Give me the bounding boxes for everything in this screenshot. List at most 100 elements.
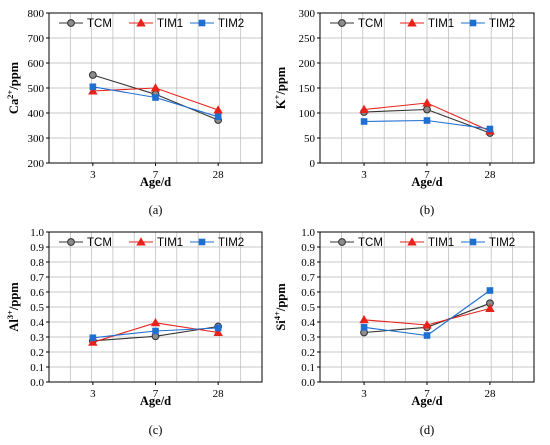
y-tick-label: 1.0 — [30, 227, 44, 239]
x-tick-label: 3 — [90, 388, 96, 400]
y-axis-label: K+/ppm — [272, 66, 288, 109]
data-point-tim2 — [214, 113, 222, 121]
legend-marker-tcm — [338, 19, 346, 27]
data-point-tim1 — [359, 314, 369, 324]
chart-panel-4: 0.0 0.1 0.2 0.3 0.4 0.5 0.6 0.7 0.8 0.9 1.0 3 7 28 TCM… — [272, 227, 535, 437]
y-tick-label: 0.9 — [301, 242, 315, 254]
y-tick-label: 0.7 — [30, 272, 44, 284]
x-axis-label: Age/d — [140, 394, 171, 408]
data-point-tim2 — [360, 118, 368, 125]
data-point-tim1 — [359, 104, 369, 113]
legend-marker-tcm — [67, 238, 75, 246]
y-axis-label: Si4+/ppm — [272, 283, 288, 331]
panel-caption: (a) — [149, 203, 163, 217]
data-point-tim1 — [422, 98, 432, 107]
y-tick-label: 0.5 — [301, 302, 315, 314]
legend-marker-tim1 — [407, 237, 417, 246]
legend-marker-tcm — [338, 238, 346, 246]
y-tick-label: 0.2 — [301, 347, 315, 359]
y-tick-label: 0.1 — [301, 362, 315, 374]
data-point-tim2 — [89, 83, 97, 91]
y-tick-label: 0.0 — [301, 377, 315, 389]
y-tick-label: 300 — [28, 133, 45, 145]
data-point-tim2 — [486, 125, 494, 133]
y-tick-label: 0.0 — [30, 377, 44, 389]
y-axis-label: Ca2+/ppm — [5, 61, 21, 114]
y-tick-label: 0 — [310, 158, 316, 170]
data-point-tim1 — [213, 327, 223, 336]
y-tick-label: 0.5 — [30, 302, 44, 314]
legend-label-tim1: TIM1 — [428, 18, 454, 30]
legend-label-tim2: TIM2 — [489, 18, 515, 30]
y-tick-label: 500 — [28, 83, 45, 95]
legend-label-tcm: TCM — [87, 18, 112, 30]
x-tick-label: 7 — [424, 388, 430, 400]
data-point-tim2 — [423, 117, 431, 124]
y-tick-label: 0.4 — [30, 317, 44, 329]
data-point-tim2 — [214, 324, 222, 332]
legend-marker-tim2 — [469, 19, 477, 27]
x-tick-label: 28 — [484, 169, 496, 181]
legend-marker-tim2 — [198, 238, 206, 246]
legend-marker-tim1 — [407, 18, 417, 27]
plot-frame — [319, 12, 535, 164]
legend-label-tim1: TIM1 — [157, 237, 183, 249]
x-tick-label: 7 — [424, 169, 430, 181]
x-tick-label: 3 — [361, 388, 367, 400]
y-tick-label: 250 — [299, 33, 316, 45]
panel-caption: (c) — [149, 423, 163, 437]
y-tick-label: 0.4 — [301, 317, 315, 329]
x-tick-label: 28 — [213, 388, 225, 400]
data-point-tim1 — [150, 317, 161, 327]
y-tick-label: 800 — [28, 8, 45, 20]
x-tick-label: 3 — [361, 169, 367, 181]
x-tick-label: 7 — [153, 169, 159, 181]
y-tick-label: 0.3 — [301, 332, 315, 344]
data-point-tim2 — [486, 287, 494, 294]
data-point-tim2 — [360, 323, 368, 331]
x-tick-label: 28 — [213, 169, 225, 181]
x-axis-label: Age/d — [411, 175, 442, 189]
legend-marker-tcm — [67, 19, 75, 27]
data-point-tim2 — [152, 94, 159, 101]
y-tick-label: 0.8 — [301, 257, 315, 269]
y-tick-label: 0.2 — [30, 347, 44, 359]
data-point-tcm — [423, 105, 431, 114]
chart-panel-3: 0.0 0.1 0.2 0.3 0.4 0.5 0.6 0.7 0.8 0.9 1.0 3 7 28 TCM… — [5, 227, 263, 437]
y-tick-label: 600 — [28, 58, 45, 70]
chart-panel-2: 0 50 100 150 200 250 300 3 7 28 TCM TIM1 TIM2 Age/d K+… — [272, 8, 535, 217]
data-point-tim2 — [423, 332, 431, 339]
y-tick-label: 150 — [299, 83, 316, 95]
data-point-tim2 — [152, 327, 159, 335]
chart-panel-1: 200 300 400 500 600 700 800 3 7 28 TCM TIM1 TIM2 Age/… — [5, 8, 263, 217]
data-point-tcm — [88, 71, 97, 79]
legend-label-tim1: TIM1 — [428, 237, 454, 249]
y-tick-label: 0.1 — [30, 362, 44, 374]
legend-label-tim2: TIM2 — [489, 237, 515, 249]
y-tick-label: 0.9 — [30, 242, 44, 254]
y-tick-label: 0.3 — [30, 332, 44, 344]
legend-marker-tim2 — [198, 19, 206, 27]
y-tick-label: 300 — [299, 8, 316, 20]
plot-frame — [319, 231, 535, 383]
y-tick-label: 200 — [28, 158, 45, 170]
y-tick-label: 0.6 — [301, 287, 315, 299]
y-tick-label: 1.0 — [301, 227, 315, 239]
x-axis-label: Age/d — [411, 394, 442, 408]
y-tick-label: 50 — [304, 133, 316, 145]
x-tick-label: 28 — [484, 388, 496, 400]
legend-label-tcm: TCM — [87, 237, 112, 249]
y-tick-label: 400 — [28, 108, 45, 120]
panel-caption: (d) — [420, 423, 435, 437]
legend-marker-tim2 — [469, 238, 477, 246]
data-point-tim1 — [213, 105, 223, 114]
legend-marker-tim1 — [136, 18, 146, 27]
data-point-tim1 — [88, 86, 98, 95]
panel-caption: (b) — [420, 203, 435, 217]
y-tick-label: 100 — [299, 108, 316, 120]
data-point-tim1 — [88, 337, 98, 346]
legend-label-tcm: TCM — [358, 18, 383, 30]
y-tick-label: 0.8 — [30, 257, 44, 269]
data-point-tim1 — [485, 303, 495, 312]
